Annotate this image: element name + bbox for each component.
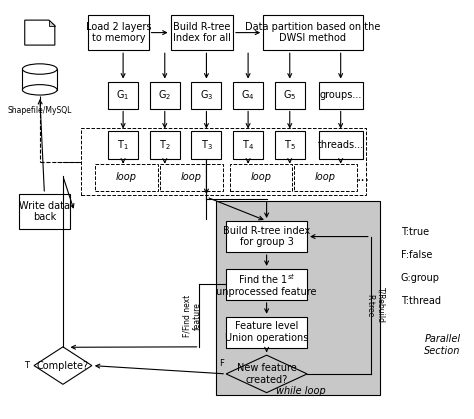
Text: Complete?: Complete?: [37, 361, 89, 370]
Text: T:thread: T:thread: [401, 296, 441, 306]
FancyBboxPatch shape: [319, 132, 363, 158]
Text: T$_5$: T$_5$: [284, 138, 296, 152]
FancyBboxPatch shape: [150, 132, 180, 158]
Text: Build R-tree
Index for all: Build R-tree Index for all: [173, 22, 231, 44]
Text: G:group: G:group: [401, 273, 440, 283]
FancyBboxPatch shape: [150, 82, 180, 109]
FancyBboxPatch shape: [275, 82, 305, 109]
Polygon shape: [25, 20, 55, 45]
Text: G$_2$: G$_2$: [158, 88, 172, 102]
Text: F: F: [219, 359, 224, 368]
Text: Write data
back: Write data back: [19, 201, 70, 222]
Text: F:false: F:false: [401, 250, 432, 260]
Text: T$_3$: T$_3$: [201, 138, 212, 152]
FancyBboxPatch shape: [19, 194, 70, 229]
Text: groups...: groups...: [319, 90, 362, 100]
Text: while loop: while loop: [276, 385, 326, 396]
Text: G$_1$: G$_1$: [117, 88, 130, 102]
Text: Load 2 layers
to memory: Load 2 layers to memory: [86, 22, 151, 44]
FancyBboxPatch shape: [233, 82, 263, 109]
FancyBboxPatch shape: [226, 269, 307, 300]
FancyBboxPatch shape: [216, 201, 380, 395]
Text: G$_3$: G$_3$: [200, 88, 213, 102]
FancyBboxPatch shape: [171, 15, 233, 50]
Text: Feature level
Union operations: Feature level Union operations: [225, 321, 308, 343]
Text: Build R-tree index
for group 3: Build R-tree index for group 3: [223, 226, 310, 247]
Text: Data partition based on the
DWSI method: Data partition based on the DWSI method: [245, 22, 381, 44]
FancyBboxPatch shape: [108, 82, 138, 109]
FancyBboxPatch shape: [263, 15, 363, 50]
Text: T:true: T:true: [401, 228, 429, 238]
Ellipse shape: [22, 64, 57, 74]
Polygon shape: [34, 347, 92, 384]
Text: G$_4$: G$_4$: [241, 88, 255, 102]
Text: T$_2$: T$_2$: [159, 138, 171, 152]
FancyBboxPatch shape: [88, 15, 148, 50]
FancyBboxPatch shape: [191, 132, 221, 158]
FancyBboxPatch shape: [319, 82, 363, 109]
FancyBboxPatch shape: [233, 132, 263, 158]
Text: Shapefile/MySQL: Shapefile/MySQL: [8, 106, 72, 116]
Ellipse shape: [22, 85, 57, 95]
Text: T$_4$: T$_4$: [242, 138, 254, 152]
Text: New feature
created?: New feature created?: [237, 363, 297, 385]
Text: loop: loop: [181, 172, 202, 182]
FancyBboxPatch shape: [108, 132, 138, 158]
Text: threads...: threads...: [318, 140, 364, 150]
Text: Find the 1$^{st}$
unprocessed feature: Find the 1$^{st}$ unprocessed feature: [216, 272, 317, 297]
Text: ...: ...: [356, 171, 369, 184]
FancyBboxPatch shape: [275, 132, 305, 158]
FancyBboxPatch shape: [226, 221, 307, 252]
Text: loop: loop: [315, 172, 336, 182]
Text: loop: loop: [116, 172, 137, 182]
FancyBboxPatch shape: [226, 317, 307, 348]
Text: loop: loop: [250, 172, 271, 182]
Text: T/Rebuild
R-tree: T/Rebuild R-tree: [366, 287, 385, 323]
FancyBboxPatch shape: [191, 82, 221, 109]
Polygon shape: [226, 355, 307, 393]
Text: T: T: [24, 361, 29, 370]
Text: T$_1$: T$_1$: [117, 138, 129, 152]
Text: F/Find next
feature: F/Find next feature: [183, 295, 202, 337]
Text: Parallel
Section: Parallel Section: [424, 334, 461, 356]
Polygon shape: [22, 69, 57, 90]
Text: G$_5$: G$_5$: [283, 88, 296, 102]
Polygon shape: [49, 20, 55, 26]
